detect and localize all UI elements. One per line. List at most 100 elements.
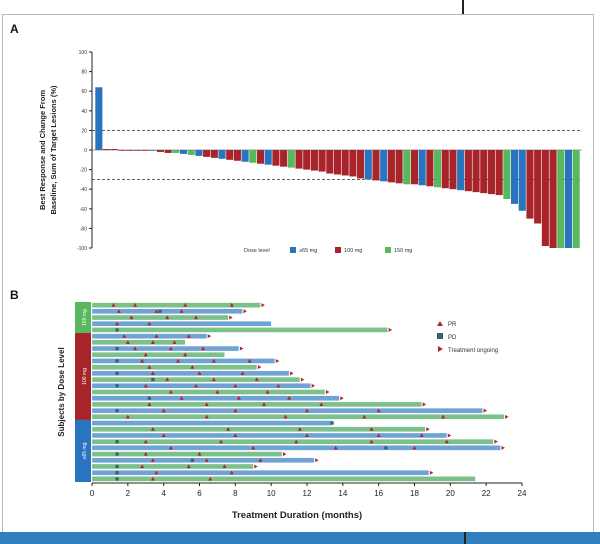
legend-pd-label: PD	[448, 335, 457, 341]
pr-marker	[305, 408, 309, 413]
legend-label: 150 mg	[394, 248, 412, 254]
pr-marker	[333, 445, 338, 450]
waterfall-bar	[333, 150, 342, 175]
pr-marker	[143, 439, 148, 444]
pr-marker	[176, 358, 180, 363]
waterfall-bar	[395, 150, 403, 184]
legend-title: Dose level	[244, 248, 270, 254]
subject-bar	[91, 333, 207, 339]
dose-group-strip	[75, 333, 91, 420]
pd-marker	[384, 446, 388, 450]
waterfall-bar	[295, 150, 303, 169]
ongoing-arrow	[315, 458, 319, 463]
panel-b-label: B	[10, 288, 19, 302]
pr-marker	[168, 346, 173, 351]
waterfall-bar	[141, 150, 149, 151]
pr-marker	[150, 476, 155, 481]
pd-marker	[115, 346, 119, 351]
pr-marker	[150, 427, 155, 431]
ongoing-arrow	[229, 315, 233, 320]
ongoing-arrow	[290, 371, 294, 376]
pr-marker	[190, 364, 195, 369]
subject-bar	[91, 432, 447, 439]
panel-a-label: A	[10, 22, 19, 36]
waterfall-bar	[426, 150, 434, 187]
page-footer-bar	[0, 532, 600, 544]
pr-marker	[133, 302, 137, 307]
x-tick-label: 20	[446, 489, 455, 498]
x-tick-label: 14	[338, 489, 347, 498]
subject-bar	[91, 414, 505, 420]
waterfall-bar	[241, 150, 249, 162]
pr-marker	[197, 451, 202, 456]
pd-marker	[115, 452, 119, 456]
waterfall-bar	[472, 150, 480, 193]
waterfall-bar	[126, 150, 134, 151]
pr-marker	[258, 458, 263, 462]
dose-group-strip	[75, 302, 91, 334]
pd-marker	[115, 409, 119, 413]
waterfall-bar	[118, 150, 126, 151]
waterfall-bar	[526, 150, 534, 219]
x-tick-label: 0	[90, 489, 95, 498]
waterfall-bar	[572, 150, 580, 248]
pr-marker	[147, 321, 152, 326]
ongoing-arrow	[300, 377, 305, 382]
ongoing-arrow	[261, 303, 265, 308]
waterfall-bar	[341, 150, 349, 176]
legend-ongoing-label: Treatment ongoing	[448, 348, 498, 354]
waterfall-bar	[164, 150, 172, 153]
legend-swatch	[335, 247, 341, 253]
waterfall-bar	[549, 150, 557, 248]
waterfall-bar	[557, 150, 565, 248]
subject-bar	[91, 376, 300, 383]
page-edge-mark	[462, 0, 464, 14]
y-tick-label: -60	[80, 207, 87, 213]
pr-marker	[154, 309, 159, 313]
subject-bar	[91, 457, 315, 463]
pr-marker	[226, 427, 231, 431]
waterfall-bar	[410, 150, 419, 185]
pr-marker	[122, 333, 127, 338]
y-axis-title: Subjects by Dose Level	[57, 347, 66, 436]
waterfall-bar	[434, 150, 442, 188]
pr-marker	[211, 377, 216, 382]
y-axis-title-line-2: Baseline, Sum of Target Lesions (%)	[49, 85, 58, 215]
waterfall-bar	[110, 149, 118, 150]
subject-bar	[91, 445, 501, 451]
pr-marker	[133, 346, 137, 351]
pr-marker	[125, 414, 130, 419]
x-tick-label: 6	[197, 489, 202, 498]
pr-marker	[147, 364, 152, 369]
pr-marker	[222, 464, 227, 469]
waterfall-bar	[387, 150, 395, 183]
ongoing-arrow	[340, 396, 344, 401]
dose-group-label: ≥65 mg	[82, 442, 88, 459]
pr-marker	[161, 408, 166, 413]
pr-marker	[154, 333, 159, 338]
subject-bar	[91, 327, 388, 333]
waterfall-bar	[564, 150, 573, 248]
pr-marker	[186, 333, 191, 338]
ongoing-arrow	[257, 365, 262, 370]
pr-marker	[154, 470, 159, 475]
waterfall-bar	[503, 150, 511, 199]
pd-marker	[115, 371, 119, 375]
waterfall-bar	[380, 150, 388, 182]
legend-pd-marker	[437, 333, 443, 339]
pr-marker	[276, 383, 281, 388]
pr-marker	[236, 396, 241, 400]
pr-marker	[211, 358, 216, 363]
x-tick-label: 24	[518, 489, 527, 498]
waterfall-bar	[195, 150, 203, 156]
waterfall-bar	[133, 150, 141, 151]
waterfall-bar	[457, 150, 465, 191]
subject-bar	[91, 358, 275, 364]
ongoing-arrow	[429, 470, 434, 475]
waterfall-bar	[372, 150, 380, 181]
pr-marker	[219, 439, 223, 444]
subject-bar	[91, 389, 326, 395]
waterfall-bar	[233, 150, 241, 161]
pr-marker	[204, 458, 209, 462]
